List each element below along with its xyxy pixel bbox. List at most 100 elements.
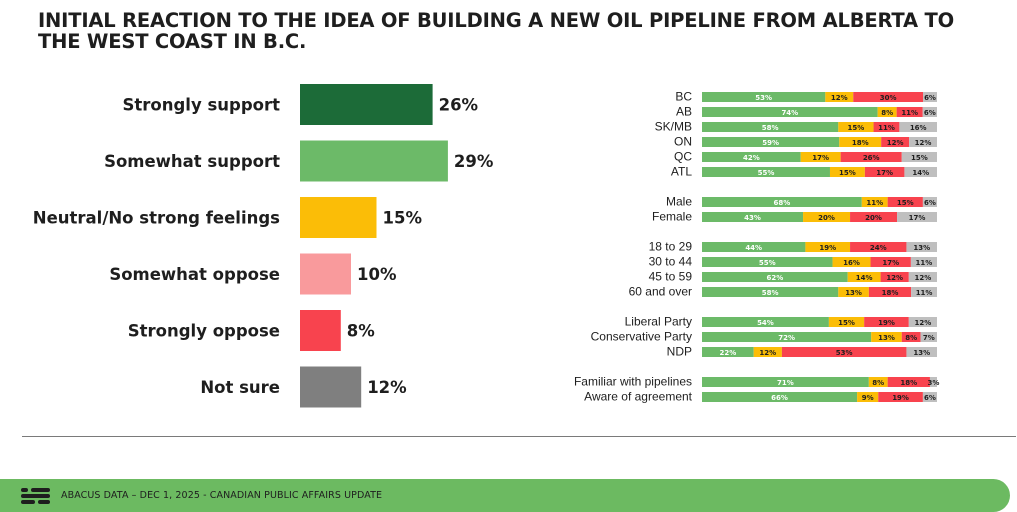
segment-18-to-29-1 <box>805 242 851 252</box>
segment-liberal-party-0 <box>702 317 829 327</box>
segment-18-to-29-0 <box>702 242 806 252</box>
segment-aware-of-agreement-1 <box>857 392 879 402</box>
segment-label-45-to-59-0: 62% <box>766 274 783 282</box>
value-label-strongly-oppose: 8% <box>347 322 375 341</box>
segment-conservative-party-3 <box>920 332 937 342</box>
category-label-strongly-oppose: Strongly oppose <box>128 322 280 341</box>
segment-liberal-party-1 <box>828 317 865 327</box>
segment-45-to-59-1 <box>847 272 881 282</box>
segment-60-and-over-3 <box>911 287 937 297</box>
segment-label-60-and-over-2: 18% <box>882 289 899 297</box>
segment-label-45-to-59-2: 12% <box>886 274 903 282</box>
value-label-somewhat-support: 29% <box>454 152 494 171</box>
segment-label-18-to-29-0: 44% <box>745 244 762 252</box>
segment-liberal-party-3 <box>908 317 937 327</box>
segment-label-male-1: 11% <box>866 199 883 207</box>
category-label-not-sure: Not sure <box>200 378 280 397</box>
segment-ab-0 <box>702 107 878 117</box>
segment-label-bc-3: 6% <box>924 94 936 102</box>
segment-18-to-29-3 <box>906 242 937 252</box>
segment-familiar-with-pipelines-1 <box>868 377 888 387</box>
overall-reaction-bar-chart: Strongly support 26% Somewhat support 29% Ne… <box>33 84 494 408</box>
segment-45-to-59-0 <box>702 272 848 282</box>
row-label-qc: QC <box>674 150 692 164</box>
row-label-male: Male <box>666 195 692 209</box>
segment-male-2 <box>887 197 923 207</box>
segment-label-female-3: 17% <box>909 214 926 222</box>
segment-ab-3 <box>922 107 937 117</box>
row-label-familiar-with-pipelines: Familiar with pipelines <box>574 375 692 389</box>
segment-30-to-44-2 <box>870 257 911 267</box>
row-label-on: ON <box>674 135 692 149</box>
row-label-18-to-29: 18 to 29 <box>649 240 693 254</box>
value-label-not-sure: 12% <box>367 378 407 397</box>
row-label-30-to-44: 30 to 44 <box>649 255 693 269</box>
segment-label-sk-mb-0: 58% <box>762 124 779 132</box>
segment-label-liberal-party-1: 15% <box>838 319 855 327</box>
bar-somewhat-oppose <box>300 253 351 295</box>
segment-ndp-1 <box>753 347 782 357</box>
segment-familiar-with-pipelines-0 <box>702 377 869 387</box>
segment-label-female-0: 43% <box>744 214 761 222</box>
segment-aware-of-agreement-2 <box>878 392 923 402</box>
segment-sk-mb-1 <box>838 122 874 132</box>
segment-label-60-and-over-0: 58% <box>762 289 779 297</box>
segment-conservative-party-1 <box>871 332 902 342</box>
bar-strongly-oppose <box>300 310 341 351</box>
row-label-45-to-59: 45 to 59 <box>649 270 693 284</box>
segment-sk-mb-0 <box>702 122 839 132</box>
segment-label-qc-1: 17% <box>812 154 829 162</box>
segment-label-aware-of-agreement-2: 19% <box>892 394 909 402</box>
segment-ndp-2 <box>781 347 907 357</box>
segment-atl-1 <box>829 167 865 177</box>
segment-male-0 <box>702 197 862 207</box>
segment-30-to-44-0 <box>702 257 833 267</box>
segment-ndp-3 <box>906 347 937 357</box>
segment-label-familiar-with-pipelines-1: 8% <box>872 379 884 387</box>
row-label-liberal-party: Liberal Party <box>625 315 692 329</box>
segment-aware-of-agreement-3 <box>922 392 937 402</box>
segment-label-ndp-1: 12% <box>759 349 776 357</box>
segment-label-ndp-2: 53% <box>836 349 853 357</box>
segment-label-liberal-party-3: 12% <box>915 319 932 327</box>
segment-female-1 <box>803 212 851 222</box>
segment-label-bc-0: 53% <box>755 94 772 102</box>
segment-female-3 <box>897 212 937 222</box>
row-label-ndp: NDP <box>667 345 692 359</box>
row-label-60-and-over: 60 and over <box>629 285 692 299</box>
segment-label-male-3: 6% <box>924 199 936 207</box>
segment-on-2 <box>881 137 910 147</box>
segment-60-and-over-0 <box>702 287 839 297</box>
segment-label-on-0: 59% <box>762 139 779 147</box>
segment-qc-3 <box>901 152 937 162</box>
segment-label-female-1: 20% <box>818 214 835 222</box>
segment-label-ndp-0: 22% <box>719 349 736 357</box>
segment-ab-2 <box>896 107 923 117</box>
segment-30-to-44-1 <box>832 257 871 267</box>
segment-sk-mb-3 <box>899 122 937 132</box>
segment-label-18-to-29-1: 19% <box>819 244 836 252</box>
segment-familiar-with-pipelines-3 <box>929 377 937 387</box>
segment-60-and-over-1 <box>838 287 869 297</box>
segment-ab-1 <box>877 107 897 117</box>
segment-label-male-2: 15% <box>897 199 914 207</box>
row-label-aware-of-agreement: Aware of agreement <box>584 390 693 404</box>
segment-on-1 <box>839 137 882 147</box>
segment-female-0 <box>702 212 804 222</box>
segment-aware-of-agreement-0 <box>702 392 858 402</box>
segment-atl-2 <box>864 167 905 177</box>
segment-qc-1 <box>800 152 841 162</box>
segment-label-qc-3: 15% <box>911 154 928 162</box>
value-label-somewhat-oppose: 10% <box>357 265 397 284</box>
segment-label-familiar-with-pipelines-0: 71% <box>777 379 794 387</box>
segment-label-bc-1: 12% <box>831 94 848 102</box>
segment-label-ndp-3: 13% <box>913 349 930 357</box>
bar-somewhat-support <box>300 140 448 182</box>
segment-label-conservative-party-0: 72% <box>778 334 795 342</box>
segment-label-conservative-party-2: 8% <box>905 334 917 342</box>
abacus-logo-icon <box>21 488 50 504</box>
bar-strongly-support <box>300 84 433 125</box>
segment-bc-0 <box>702 92 826 102</box>
segment-atl-3 <box>904 167 937 177</box>
segment-label-sk-mb-1: 15% <box>848 124 865 132</box>
